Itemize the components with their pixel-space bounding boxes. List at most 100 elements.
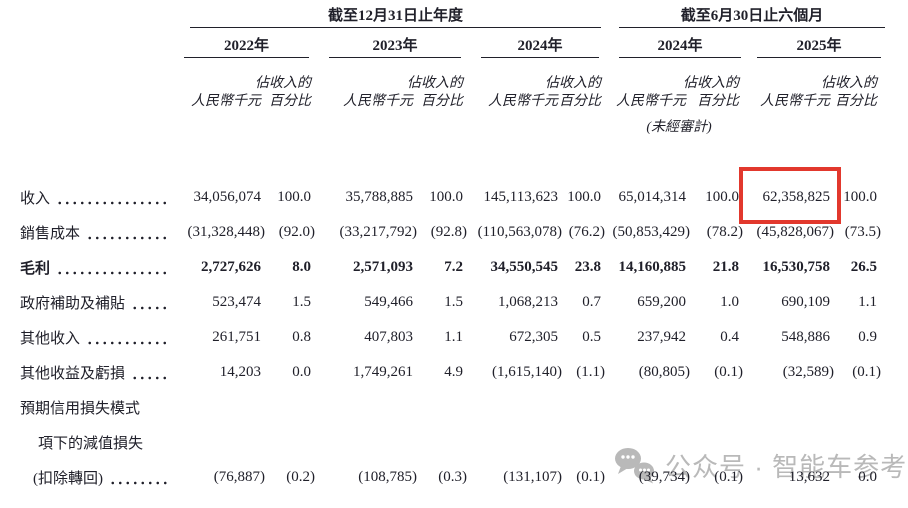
period-group-interim: 截至6月30日止六個月 bbox=[619, 4, 885, 28]
row-label-text: 其他收入 bbox=[20, 331, 81, 347]
year-header-2025-interim: 2025年 bbox=[757, 28, 881, 58]
row-label: 項下的減值損失 bbox=[20, 425, 170, 460]
year-label: 2022年 bbox=[223, 38, 269, 54]
amount-cell: 14,203 bbox=[219, 364, 261, 380]
amount-cell: 16,530,758 bbox=[762, 259, 831, 275]
year-header-2024-interim: 2024年 bbox=[619, 28, 741, 58]
percent-cell: 0.0 bbox=[292, 364, 311, 380]
amount-cell: 659,200 bbox=[637, 294, 686, 310]
percent-cell: 21.8 bbox=[712, 259, 739, 275]
percent-cell: (76.2) bbox=[568, 224, 605, 240]
unaudited-note-text: (未經審計) bbox=[646, 120, 712, 135]
percent-cell: 0.7 bbox=[582, 294, 601, 310]
percent-cell: (0.2) bbox=[286, 469, 315, 485]
amount-cell: 523,474 bbox=[212, 294, 261, 310]
watermark-text: 公众号 · 智能车参考 bbox=[665, 451, 908, 482]
year-label: 2024年 bbox=[657, 38, 703, 54]
year-label: 2023年 bbox=[372, 38, 418, 54]
amount-cell: 35,788,885 bbox=[345, 189, 414, 205]
dot-leader bbox=[56, 266, 168, 279]
amount-cell: (76,887) bbox=[213, 469, 265, 485]
row-label-text: 其他收益及虧損 bbox=[20, 366, 126, 382]
year-header-2024: 2024年 bbox=[481, 28, 599, 58]
percent-cell: (0.1) bbox=[714, 469, 743, 485]
year-header-2023: 2023年 bbox=[329, 28, 461, 58]
percent-cell: 4.9 bbox=[444, 364, 463, 380]
percent-cell: 1.5 bbox=[292, 294, 311, 310]
percent-cell: 100.0 bbox=[429, 189, 463, 205]
percent-cell: (92.8) bbox=[430, 224, 467, 240]
row-label: 其他收益及虧損 bbox=[20, 355, 170, 390]
unit-header-pct-2024-interim: 佔收入的 百分比 bbox=[683, 58, 743, 114]
pct-label-line1: 佔收入的 bbox=[407, 76, 463, 91]
amount-cell: 690,109 bbox=[781, 294, 830, 310]
unit-label: 人民幣千元 bbox=[488, 94, 558, 109]
pct-label-line1: 佔收入的 bbox=[821, 76, 877, 91]
dot-leader bbox=[86, 336, 168, 349]
year-header-2022: 2022年 bbox=[184, 28, 309, 58]
row-label-text: 毛利 bbox=[20, 261, 51, 277]
unit-header-pct-2022: 佔收入的 百分比 bbox=[255, 58, 315, 114]
amount-cell: 13,632 bbox=[788, 469, 830, 485]
unaudited-note: (未經審計) bbox=[615, 114, 743, 140]
row-label: 收入 bbox=[20, 180, 170, 215]
unit-label: 人民幣千元 bbox=[760, 94, 830, 109]
amount-cell: 2,727,626 bbox=[201, 259, 261, 275]
percent-cell: (78.2) bbox=[706, 224, 743, 240]
row-label-text: 項下的減值損失 bbox=[38, 436, 144, 452]
percent-cell: (0.3) bbox=[438, 469, 467, 485]
dot-leader bbox=[86, 231, 168, 244]
amount-cell: 1,068,213 bbox=[498, 294, 558, 310]
period-group-annual: 截至12月31日止年度 bbox=[190, 4, 601, 28]
amount-cell: (110,563,078) bbox=[477, 224, 562, 240]
amount-cell: (50,853,429) bbox=[612, 224, 691, 240]
watermark: 公众号 · 智能车参考 bbox=[614, 446, 907, 484]
percent-cell: 100.0 bbox=[843, 189, 877, 205]
percent-cell: 1.0 bbox=[720, 294, 739, 310]
amount-cell: 549,466 bbox=[364, 294, 413, 310]
amount-cell: 14,160,885 bbox=[618, 259, 687, 275]
pct-label-line1: 佔收入的 bbox=[683, 76, 739, 91]
percent-cell: 1.1 bbox=[444, 329, 463, 345]
percent-cell: 7.2 bbox=[444, 259, 463, 275]
dot-leader bbox=[131, 301, 168, 314]
row-label: 預期信用損失模式 bbox=[20, 390, 170, 425]
row-label: (扣除轉回) bbox=[20, 460, 170, 495]
percent-cell: (92.0) bbox=[278, 224, 315, 240]
financial-table: 截至12月31日止年度 截至6月30日止六個月 2022年 2023年 2024… bbox=[20, 4, 885, 495]
pct-label-line1: 佔收入的 bbox=[545, 76, 601, 91]
percent-cell: (73.5) bbox=[844, 224, 881, 240]
percent-cell: 100.0 bbox=[705, 189, 739, 205]
percent-cell: (0.1) bbox=[852, 364, 881, 380]
percent-cell: 23.8 bbox=[574, 259, 601, 275]
unit-header-amount-2022: 人民幣千元 bbox=[170, 58, 265, 114]
unit-label: 人民幣千元 bbox=[343, 94, 413, 109]
percent-cell: (1.1) bbox=[576, 364, 605, 380]
amount-cell: (33,217,792) bbox=[339, 224, 418, 240]
percent-cell: 0.4 bbox=[720, 329, 739, 345]
year-label: 2024年 bbox=[517, 38, 563, 54]
unit-header-amount-2024-interim: 人民幣千元 bbox=[615, 58, 690, 114]
amount-cell: (131,107) bbox=[503, 469, 562, 485]
percent-cell: 100.0 bbox=[567, 189, 601, 205]
amount-cell: 1,749,261 bbox=[353, 364, 413, 380]
row-label-text: 預期信用損失模式 bbox=[20, 401, 141, 417]
row-label: 毛利 bbox=[20, 250, 170, 285]
row-label: 政府補助及補貼 bbox=[20, 285, 170, 320]
wechat-icon bbox=[614, 446, 656, 484]
amount-cell: (39,734) bbox=[638, 469, 690, 485]
unit-header-amount-2024: 人民幣千元 bbox=[467, 58, 562, 114]
amount-cell: 672,305 bbox=[509, 329, 558, 345]
period-group-annual-title: 截至12月31日止年度 bbox=[327, 8, 463, 24]
pct-label-line2: 百分比 bbox=[835, 94, 877, 109]
amount-cell: 145,113,623 bbox=[483, 189, 558, 205]
percent-cell: 0.9 bbox=[858, 329, 877, 345]
amount-cell: 34,056,074 bbox=[193, 189, 262, 205]
row-label-text: (扣除轉回) bbox=[33, 471, 103, 487]
percent-cell: 0.0 bbox=[858, 469, 877, 485]
amount-cell: 62,358,825 bbox=[739, 167, 841, 224]
pct-label-line2: 百分比 bbox=[421, 94, 463, 109]
percent-cell: 26.5 bbox=[850, 259, 877, 275]
amount-cell: 237,942 bbox=[637, 329, 686, 345]
